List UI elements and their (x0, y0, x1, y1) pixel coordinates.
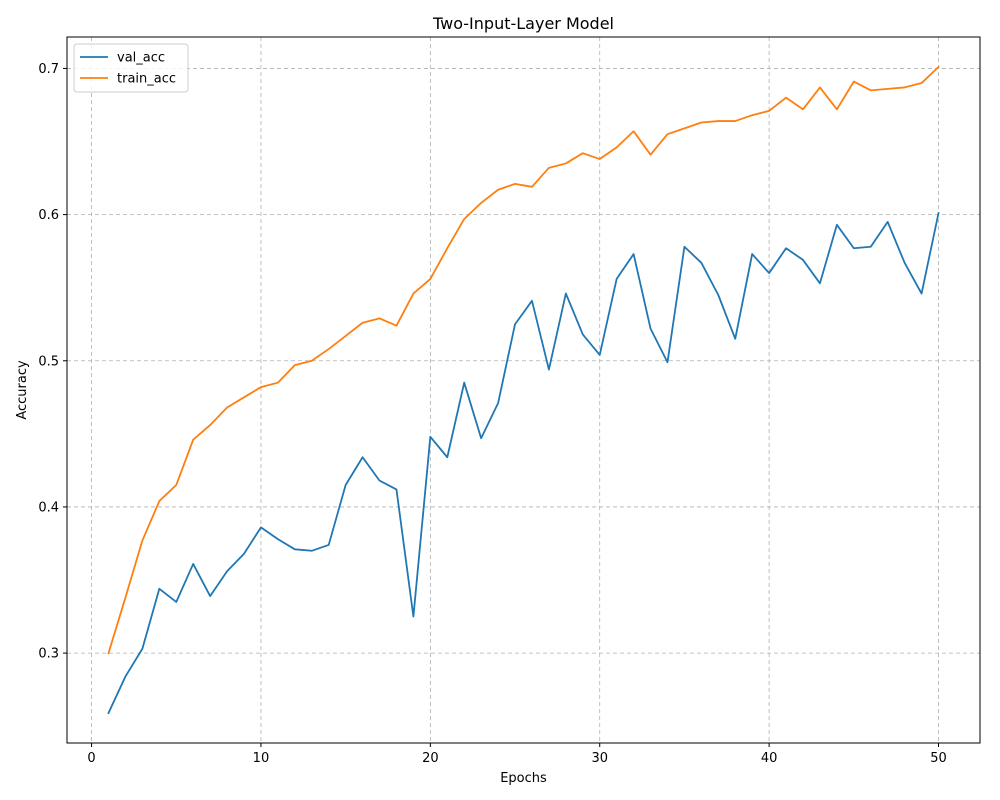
series-lines (107, 65, 940, 715)
legend-box (73, 43, 189, 93)
y-tick-label: 0.4 (38, 500, 59, 515)
x-axis-label: Epochs (500, 771, 547, 786)
legend-label-val-acc: val_acc (117, 51, 165, 66)
y-tick-label: 0.7 (38, 62, 59, 77)
x-tick-label: 10 (253, 751, 270, 766)
series-line-val-acc (107, 212, 940, 715)
x-tick-label: 50 (930, 751, 947, 766)
grid (67, 37, 980, 743)
x-tick-label: 40 (761, 751, 778, 766)
chart-title: Two-Input-Layer Model (432, 14, 614, 33)
y-tick-label: 0.3 (38, 647, 59, 662)
series-line-train-acc (107, 65, 940, 655)
y-tick-label: 0.5 (38, 354, 59, 369)
x-tick-label: 0 (87, 751, 95, 766)
plot-frame (66, 36, 981, 744)
x-tick-label: 30 (591, 751, 608, 766)
x-tick-label: 20 (422, 751, 439, 766)
legend-label-train-acc: train_acc (117, 72, 176, 87)
axis-ticks: 0 10 20 30 40 50 0.3 0.4 0.5 0.6 0.7 (38, 62, 946, 766)
legend: val_acc train_acc (73, 43, 189, 93)
y-axis-label: Accuracy (15, 360, 30, 420)
y-tick-label: 0.6 (38, 208, 59, 223)
